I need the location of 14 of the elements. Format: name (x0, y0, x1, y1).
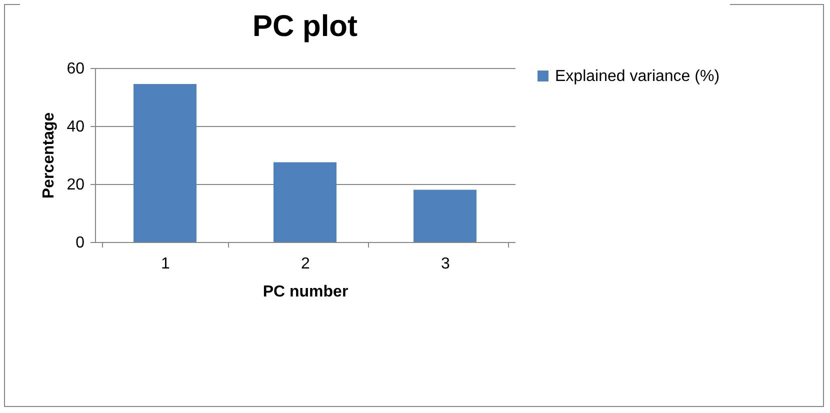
y-tick-label: 40 (66, 118, 85, 136)
y-tick-label: 20 (66, 176, 85, 194)
x-tick-label: 1 (161, 256, 170, 272)
x-tick-label: 3 (441, 256, 450, 272)
y-tick-label: 60 (66, 60, 85, 78)
y-axis-title: Percentage (40, 112, 58, 199)
legend-label: Explained variance (%) (555, 68, 720, 85)
bar (134, 84, 196, 242)
bar (274, 162, 336, 242)
x-axis-title: PC number (262, 284, 348, 300)
x-tick-label: 2 (301, 256, 310, 272)
y-tick-label: 0 (76, 234, 85, 252)
chart-title: PC plot (252, 10, 358, 43)
bar (414, 190, 476, 242)
